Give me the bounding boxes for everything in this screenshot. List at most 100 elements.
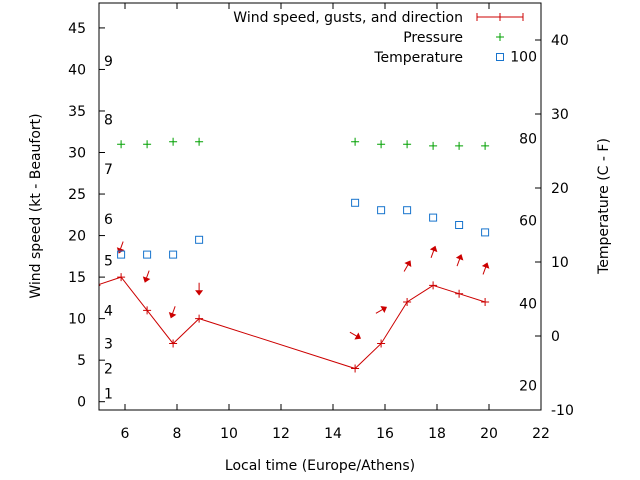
y-tick-label: 25: [68, 187, 86, 203]
y2-axis-label: Temperature (C - F): [596, 138, 612, 275]
legend-label-wind: Wind speed, gusts, and direction: [233, 10, 463, 26]
pressure-point: [117, 140, 126, 149]
ticks-layer: [99, 3, 542, 411]
wind-direction-arrow: [168, 306, 177, 319]
fahrenheit-label: 20: [519, 379, 537, 395]
wind-arrow-head: [142, 276, 151, 283]
y2-tick-label: -10: [551, 403, 574, 419]
labels-layer: 6 8 10 12 14 16 18 20 22051015202530354045-10010…: [68, 21, 574, 442]
wind-direction-arrow: [142, 270, 151, 283]
beaufort-label: 4: [104, 303, 113, 319]
pressure-point: [429, 141, 438, 150]
wind-direction-arrow: [481, 262, 490, 275]
pressure-point: [351, 137, 360, 146]
wind-arrow-head: [455, 254, 464, 261]
y2-tick-label: 10: [551, 255, 569, 271]
fahrenheit-label: 80: [519, 131, 537, 147]
y-tick-label: 5: [77, 353, 86, 369]
x-tick-label: 8: [173, 426, 182, 442]
temperature-point: [429, 213, 438, 222]
beaufort-label: 8: [104, 112, 113, 128]
pressure-point: [481, 141, 490, 150]
fahrenheit-label: 100: [510, 49, 537, 65]
fahrenheit-label: 60: [519, 214, 537, 230]
temperature-point: [195, 235, 204, 244]
wind-point: [429, 281, 438, 290]
pressure-point: [377, 140, 386, 149]
y2-tick-label: 0: [551, 329, 560, 345]
temperature-point: [455, 221, 464, 229]
wind-arrow-head: [116, 247, 125, 254]
temperature-point: [169, 250, 178, 259]
wind-point: [403, 298, 412, 307]
wind-point: [455, 289, 464, 298]
wind-point: [143, 306, 152, 315]
beaufort-label: 7: [104, 162, 113, 178]
legend-label-temperature: Temperature: [373, 50, 463, 66]
wind-point: [377, 339, 386, 348]
wind-arrow-head: [354, 332, 362, 340]
wind-arrow-head: [380, 306, 388, 314]
temperature-point: [351, 198, 360, 207]
y2-tick-label: 20: [551, 181, 569, 197]
x-tick-label: 12: [272, 426, 290, 442]
fahrenheit-label: 40: [519, 296, 537, 312]
temperature-point: [117, 250, 126, 259]
y2-tick-label: 40: [551, 33, 569, 49]
wind-direction-arrow: [403, 260, 412, 272]
wind-direction-arrow: [375, 306, 388, 314]
legend-label-pressure: Pressure: [403, 30, 463, 46]
wind-point: [481, 298, 490, 307]
x-tick-label: 14: [324, 426, 342, 442]
wind-direction-arrow: [195, 282, 204, 296]
temperature-point: [377, 206, 386, 215]
y-tick-label: 45: [68, 21, 86, 37]
pressure-point: [195, 137, 204, 146]
legend-swatch-pressure: [496, 33, 504, 41]
pressure-point: [169, 137, 178, 146]
wind-direction-arrow: [429, 245, 438, 258]
beaufort-label: 1: [104, 386, 113, 402]
beaufort-label: 6: [104, 212, 113, 228]
x-tick-label: 18: [428, 426, 446, 442]
wind-point: [117, 273, 126, 282]
plot-frame: [98, 2, 542, 411]
y-tick-label: 20: [68, 229, 86, 245]
temperature-point: [403, 206, 412, 215]
beaufort-label: 9: [104, 54, 113, 70]
y-tick-label: 10: [68, 312, 86, 328]
x-tick-label: 20: [480, 426, 498, 442]
wind-direction-arrow: [349, 331, 362, 340]
pressure-point: [403, 140, 412, 149]
temperature-point: [143, 250, 152, 259]
wind-arrow-head: [404, 260, 412, 268]
y2-tick-label: 30: [551, 107, 569, 123]
legend: Wind speed, gusts, and direction Pressur…: [233, 10, 524, 66]
pressure-point: [143, 140, 152, 149]
wind-line: [99, 276, 486, 370]
x-tick-label: 22: [532, 426, 550, 442]
y-axis-label: Wind speed (kt - Beaufort): [28, 113, 44, 298]
wind-arrow-head: [168, 312, 177, 319]
y-tick-label: 30: [68, 146, 86, 162]
y-tick-label: 0: [77, 395, 86, 411]
beaufort-label: 3: [104, 337, 113, 353]
marks-layer: [99, 137, 490, 373]
x-tick-label: 16: [376, 426, 394, 442]
wind-point: [351, 364, 360, 373]
wind-direction-arrow: [455, 254, 464, 267]
x-tick-label: 6: [121, 426, 130, 442]
y-tick-label: 15: [68, 270, 86, 286]
y-tick-label: 40: [68, 62, 86, 78]
temperature-point: [481, 228, 490, 237]
beaufort-label: 5: [104, 253, 113, 269]
wind-point: [195, 314, 204, 323]
pressure-point: [455, 141, 464, 150]
wind-arrow-head: [481, 262, 490, 269]
wind-arrow-head: [429, 245, 438, 253]
legend-swatch-temperature: [496, 53, 504, 61]
y-tick-label: 35: [68, 104, 86, 120]
beaufort-label: 2: [104, 361, 113, 377]
x-axis-label: Local time (Europe/Athens): [225, 458, 415, 474]
